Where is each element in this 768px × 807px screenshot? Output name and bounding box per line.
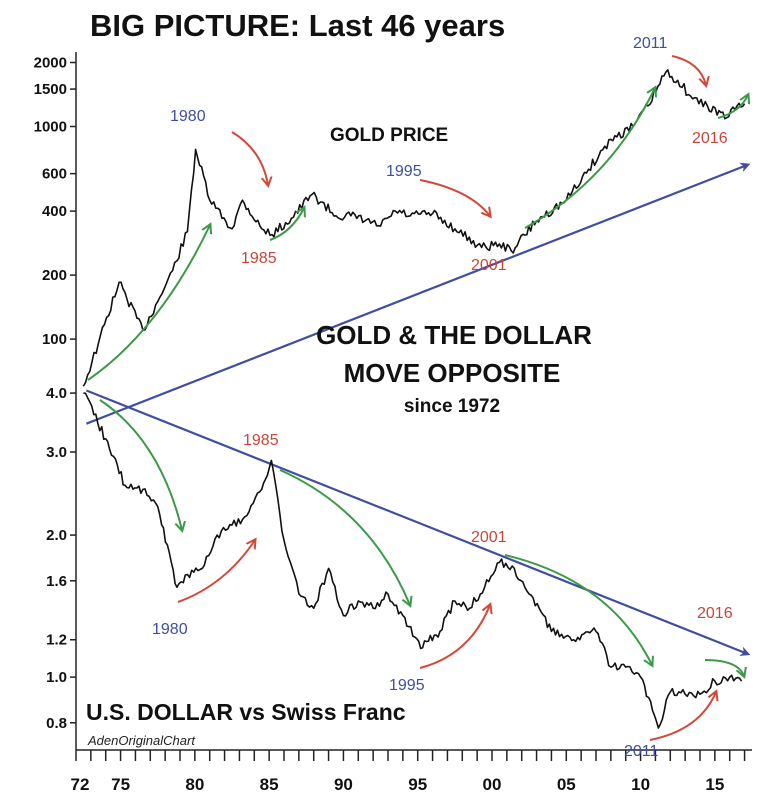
usd-fall-2016-arrow — [704, 659, 744, 676]
gold-rise-2016-arrow — [717, 95, 748, 119]
trend-arrows — [87, 55, 748, 741]
gold-annotation-1985: 1985 — [241, 250, 277, 267]
usd-rise-1985-arrow — [177, 540, 255, 603]
x-tick-label: 05 — [557, 775, 576, 794]
usd-rise-2001-arrow — [419, 605, 490, 669]
usd-fall-2011-arrow — [504, 554, 652, 665]
x-tick-label: 90 — [334, 775, 353, 794]
year-annotations: 1980 1985 1995 2001 2011 2016 1980 1985 … — [152, 35, 733, 760]
usd-y-tick-label: 4.0 — [46, 385, 67, 402]
x-tick-label: 72 — [71, 775, 90, 794]
x-tick-label: 15 — [705, 775, 724, 794]
x-tick-label: 95 — [408, 775, 427, 794]
usd-annotation-1985: 1985 — [243, 432, 279, 449]
usd-rise-2016-arrow — [649, 692, 716, 741]
gold-panel-label: GOLD PRICE — [330, 125, 448, 146]
chart-title: BIG PICTURE: Last 46 years — [90, 8, 505, 43]
usd-y-tick-label: 1.6 — [46, 573, 67, 590]
x-tick-label: 80 — [185, 775, 204, 794]
usd-y-tick-label: 2.0 — [46, 527, 67, 544]
gold-annotation-1995: 1995 — [386, 163, 422, 180]
x-tick-label: 10 — [631, 775, 650, 794]
gold-y-tick-label: 400 — [42, 203, 67, 220]
x-ticks: 72 75 80 85 90 95 00 05 10 15 — [71, 750, 746, 794]
middle-text-line-2: MOVE OPPOSITE — [344, 358, 561, 388]
middle-text-line-1: GOLD & THE DOLLAR — [316, 320, 592, 350]
middle-text-line-3: since 1972 — [404, 396, 500, 417]
gold-y-ticks: 2000 1500 1000 600 400 200 100 — [34, 55, 76, 348]
gold-y-tick-label: 100 — [42, 331, 67, 348]
gold-rise-2011-arrow — [524, 88, 655, 229]
chart-credit: AdenOriginalChart — [87, 733, 196, 748]
usd-annotation-2016: 2016 — [697, 605, 733, 622]
gold-annotation-2001: 2001 — [471, 257, 507, 274]
usd-fall-1980-arrow — [99, 399, 182, 530]
gold-y-tick-label: 2000 — [34, 55, 67, 72]
gold-annotation-2011: 2011 — [633, 35, 668, 52]
gold-rise-1980-arrow — [87, 225, 210, 381]
x-tick-label: 85 — [260, 775, 279, 794]
usd-y-tick-label: 1.0 — [46, 669, 67, 686]
usd-annotation-1995: 1995 — [389, 677, 425, 694]
usd-trend-line — [85, 389, 751, 656]
usd-y-ticks: 4.0 3.0 2.0 1.6 1.2 1.0 0.8 — [46, 385, 76, 732]
x-tick-label: 00 — [483, 775, 502, 794]
gold-rise-1987-arrow — [269, 208, 304, 241]
gold-annotation-2016: 2016 — [692, 130, 728, 147]
gold-trend-line — [85, 162, 751, 425]
gold-y-tick-label: 1000 — [34, 118, 67, 135]
gold-y-tick-label: 200 — [42, 267, 67, 284]
gold-y-tick-label: 1500 — [34, 81, 67, 98]
usd-y-tick-label: 0.8 — [46, 715, 67, 732]
usd-annotation-2001: 2001 — [471, 529, 507, 546]
usd-y-tick-label: 1.2 — [46, 632, 67, 649]
gold-y-tick-label: 600 — [42, 166, 67, 183]
gold-fall-2001-arrow — [419, 179, 490, 216]
gold-fall-2016-arrow — [671, 55, 706, 85]
usd-chf-series-line — [83, 392, 743, 729]
x-tick-label: 75 — [111, 775, 130, 794]
usd-annotation-2011: 2011 — [624, 743, 659, 760]
usd-y-tick-label: 3.0 — [46, 444, 67, 461]
gold-fall-1985-arrow — [231, 131, 268, 185]
gold-annotation-1980: 1980 — [170, 108, 206, 125]
usd-panel-label: U.S. DOLLAR vs Swiss Franc — [86, 699, 406, 725]
usd-fall-1995-arrow — [279, 469, 410, 605]
usd-annotation-1980: 1980 — [152, 621, 188, 638]
